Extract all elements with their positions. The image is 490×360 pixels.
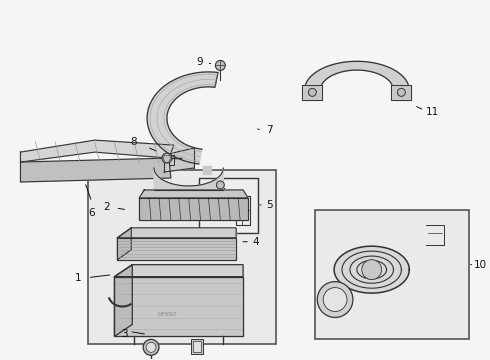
Polygon shape [118, 228, 131, 260]
Polygon shape [164, 148, 194, 172]
Circle shape [216, 60, 225, 71]
Polygon shape [392, 85, 411, 100]
Circle shape [397, 88, 405, 96]
Bar [315, 210, 468, 339]
Text: 8: 8 [131, 137, 137, 147]
Polygon shape [154, 168, 223, 190]
Bar [198, 178, 258, 233]
Circle shape [362, 260, 382, 280]
Circle shape [143, 339, 159, 355]
Polygon shape [115, 276, 243, 336]
Polygon shape [21, 158, 171, 182]
Bar [88, 170, 276, 345]
Text: 4: 4 [252, 237, 259, 247]
Text: 10: 10 [474, 260, 487, 270]
Polygon shape [304, 61, 409, 90]
Text: 1: 1 [75, 273, 82, 283]
Bar [193, 341, 200, 352]
Polygon shape [21, 140, 174, 162]
Text: 3: 3 [121, 329, 128, 339]
Polygon shape [147, 72, 218, 164]
Polygon shape [115, 265, 132, 336]
Text: 9: 9 [196, 58, 202, 67]
Polygon shape [203, 166, 211, 174]
Circle shape [323, 288, 347, 311]
Polygon shape [115, 265, 243, 276]
Text: 11: 11 [426, 107, 440, 117]
Circle shape [318, 282, 353, 318]
Bar [191, 339, 202, 354]
Circle shape [162, 153, 172, 163]
Polygon shape [118, 238, 236, 260]
Text: DENSO: DENSO [157, 312, 177, 317]
Polygon shape [139, 198, 248, 220]
Circle shape [217, 181, 224, 189]
Text: 5: 5 [266, 200, 272, 210]
Polygon shape [139, 190, 248, 198]
Circle shape [146, 342, 156, 352]
Circle shape [308, 88, 317, 96]
Polygon shape [334, 246, 409, 293]
Text: 2: 2 [103, 202, 110, 212]
Text: 7: 7 [266, 125, 272, 135]
Polygon shape [118, 228, 236, 238]
Text: 6: 6 [88, 208, 95, 218]
Polygon shape [302, 85, 322, 100]
